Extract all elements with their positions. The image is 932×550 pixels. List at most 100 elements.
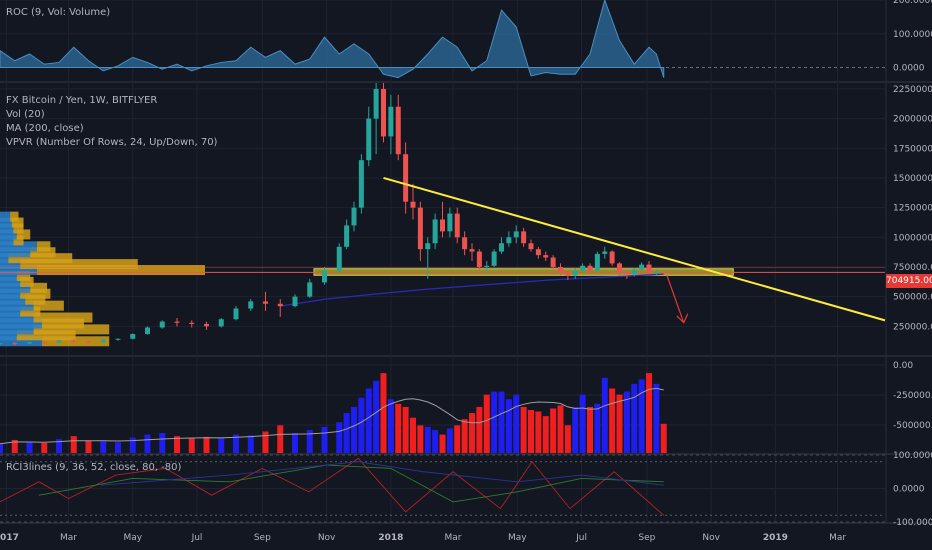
volume-bar (609, 388, 616, 453)
candle-body (41, 342, 47, 344)
candle-body (602, 251, 608, 254)
roc-pane-label: ROC (9, Vol: Volume) (6, 7, 111, 18)
symbol-title: FX Bitcoin / Yen, 1W, BITFLYER (6, 95, 158, 106)
volume-bar (483, 394, 490, 453)
vpvr-bar-down (33, 300, 64, 311)
vpvr-bar-up (0, 265, 37, 276)
projection-arrow-head (676, 313, 689, 324)
volume-bar (424, 426, 431, 453)
candle-body (572, 270, 578, 276)
vpvr-bar-down (16, 270, 31, 281)
price-axis-tick: 1000000.00 (893, 233, 932, 243)
volume-bar (653, 383, 660, 453)
volume-bar (557, 405, 564, 453)
vpvr-bar-up (0, 217, 12, 228)
volume-indicator-label: Vol (20) (6, 109, 45, 120)
time-axis-tick: 2019 (763, 533, 788, 543)
volume-bar (461, 419, 468, 453)
volume-bar (498, 391, 505, 453)
vpvr-bar-up (0, 324, 34, 335)
candle-body (100, 339, 106, 343)
rci-pane-label: RCI3lines (9, 36, 52, close, 80, -80) (6, 462, 182, 473)
volume-bar (336, 422, 343, 453)
time-axis-tick: Mar (445, 533, 462, 543)
candle-body (454, 213, 460, 238)
candle-body (594, 253, 600, 271)
projection-arrow-line (666, 275, 685, 323)
candle-body (491, 251, 497, 266)
volume-bar (631, 383, 638, 453)
volume-bar (373, 380, 380, 453)
candle-body (462, 237, 468, 250)
volume-bar (513, 394, 520, 453)
vpvr-bar-up (0, 247, 31, 258)
volume-bar (454, 425, 461, 453)
vpvr-bar-down (42, 318, 85, 329)
volume-bar (343, 413, 350, 453)
volume-bar (174, 436, 180, 453)
volume-bar (638, 379, 645, 453)
volume-axis-tick: -250000.00 (893, 391, 932, 401)
candle-body (410, 201, 416, 208)
volume-bar (218, 437, 225, 453)
volume-bar (623, 391, 630, 453)
rci-52-line (101, 461, 664, 486)
candle-body (506, 237, 512, 244)
price-axis-tick: 2000000.00 (893, 115, 932, 125)
volume-bar (520, 406, 527, 453)
vpvr-bar-up (0, 312, 34, 323)
roc-axis-tick: 200.0000 (893, 0, 932, 6)
volume-bar (365, 388, 372, 453)
candle-body (425, 243, 431, 250)
vpvr-bar-up (0, 223, 14, 234)
candle-body (631, 269, 637, 275)
candle-body (277, 303, 283, 307)
last-price-badge: 704915.00 (886, 274, 932, 288)
vpvr-bar-down (36, 241, 51, 252)
volume-bar (247, 435, 254, 453)
rci-axis-tick: -100.0000 (893, 518, 932, 528)
volume-bar (594, 403, 601, 453)
vpvr-bar-down (20, 259, 138, 270)
price-axis-tick: 250000.00 (893, 322, 932, 332)
candle-body (115, 338, 121, 340)
volume-bar (380, 373, 387, 453)
volume-bar (660, 423, 667, 453)
volume-bar (203, 436, 210, 453)
candle-body (587, 265, 593, 271)
volume-bar (85, 440, 92, 453)
vpvr-bar-up (0, 288, 21, 299)
candle-body (646, 264, 652, 273)
time-axis-tick: 2018 (378, 533, 403, 543)
candle-body (395, 106, 401, 155)
volume-bar (26, 442, 33, 453)
vpvr-bar-down (33, 312, 93, 323)
volume-bar (564, 425, 571, 453)
candle-body (440, 219, 445, 232)
candle-body (403, 154, 409, 202)
volume-bar (550, 408, 557, 453)
time-axis-tick: May (123, 533, 142, 543)
vpvr-bar-down (11, 217, 24, 228)
vpvr-bar-up (0, 300, 34, 311)
time-axis-tick: 2017 (0, 533, 19, 543)
candle-body (145, 327, 150, 335)
volume-bar (417, 425, 424, 453)
volume-ma-line (0, 387, 664, 445)
volume-bar (505, 399, 512, 453)
volume-bar (395, 403, 402, 453)
vpvr-bar-down (10, 211, 19, 222)
volume-bar (292, 433, 298, 453)
candle-body (0, 343, 3, 345)
vpvr-bar-down (13, 223, 24, 234)
volume-bar (115, 442, 121, 453)
candle-body (447, 213, 453, 232)
time-axis-tick: Nov (318, 533, 336, 543)
candle-body (292, 296, 298, 307)
volume-bar (469, 413, 475, 453)
volume-bar (70, 436, 77, 453)
time-axis-tick: May (508, 533, 527, 543)
candle-body (661, 272, 667, 274)
vpvr-bar-up (0, 306, 21, 317)
